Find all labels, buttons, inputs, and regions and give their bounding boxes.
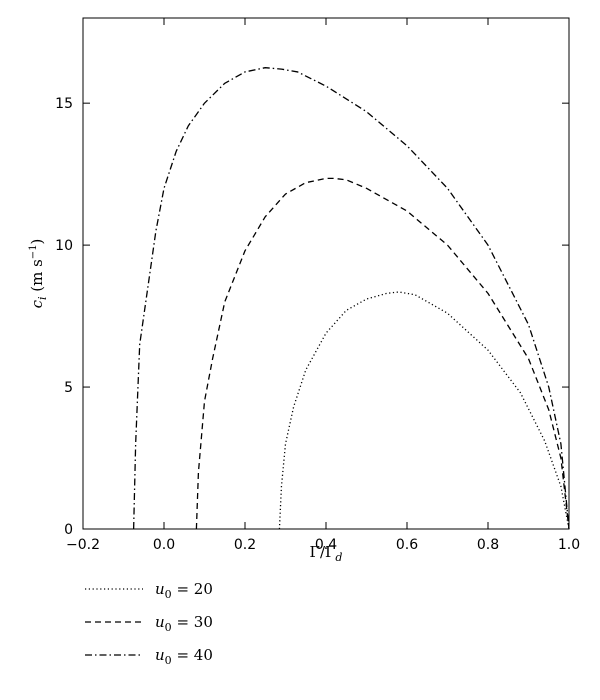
series-line-3 [132, 67, 570, 530]
y-axis-label-group: ci (m s−1) [28, 239, 49, 309]
legend-sub: 0 [165, 588, 172, 601]
plot-frame [82, 17, 570, 530]
x-tick-label: 0.8 [477, 537, 499, 553]
x-tick-label: 1.0 [558, 537, 580, 553]
y-axis-label: ci (m s−1) [28, 239, 49, 309]
x-axis-label-sub: d [335, 551, 342, 564]
series-line-2 [195, 177, 570, 530]
x-axis-label-main: Γ/Γ [310, 543, 336, 561]
legend-sub: 0 [165, 654, 172, 667]
axis-ticks: −0.2 0.0 0.2 0.4 0.6 0.8 1.0 0 5 10 15 [55, 18, 580, 553]
legend-value: = 20 [172, 580, 213, 598]
y-tick-label: 0 [64, 522, 73, 538]
y-axis-label-unit-close: ) [28, 239, 46, 245]
legend-entry-1: u0 = 20 [155, 580, 213, 601]
legend-var: u [155, 613, 165, 631]
axis-labels: Γ/Γd ci (m s−1) [28, 239, 342, 564]
y-tick-label: 5 [64, 380, 73, 396]
y-axis-label-sub: i [36, 296, 49, 300]
x-tick-label: 0.2 [234, 537, 256, 553]
legend-entry-2: u0 = 30 [155, 613, 213, 634]
y-tick-label: 10 [55, 238, 73, 254]
legend-var: u [155, 646, 165, 664]
plot-area [82, 17, 570, 530]
x-tick-label: 0.4 [315, 537, 337, 553]
y-axis-label-unit-sup: −1 [28, 244, 39, 259]
x-tick-label: −0.2 [66, 537, 100, 553]
y-tick-label: 15 [55, 96, 73, 112]
series-line-1 [278, 291, 570, 530]
legend-var: u [155, 580, 165, 598]
x-tick-label: 0.6 [396, 537, 418, 553]
y-axis-label-unit: (m s [28, 259, 46, 296]
x-tick-label: 0.0 [153, 537, 175, 553]
legend-entry-3: u0 = 40 [155, 646, 213, 667]
legend-value: = 40 [172, 646, 213, 664]
y-axis-label-var: c [28, 299, 46, 308]
legend-value: = 30 [172, 613, 213, 631]
series-lines [132, 67, 570, 530]
x-axis-label: Γ/Γd [310, 543, 343, 564]
legend-sub: 0 [165, 621, 172, 634]
